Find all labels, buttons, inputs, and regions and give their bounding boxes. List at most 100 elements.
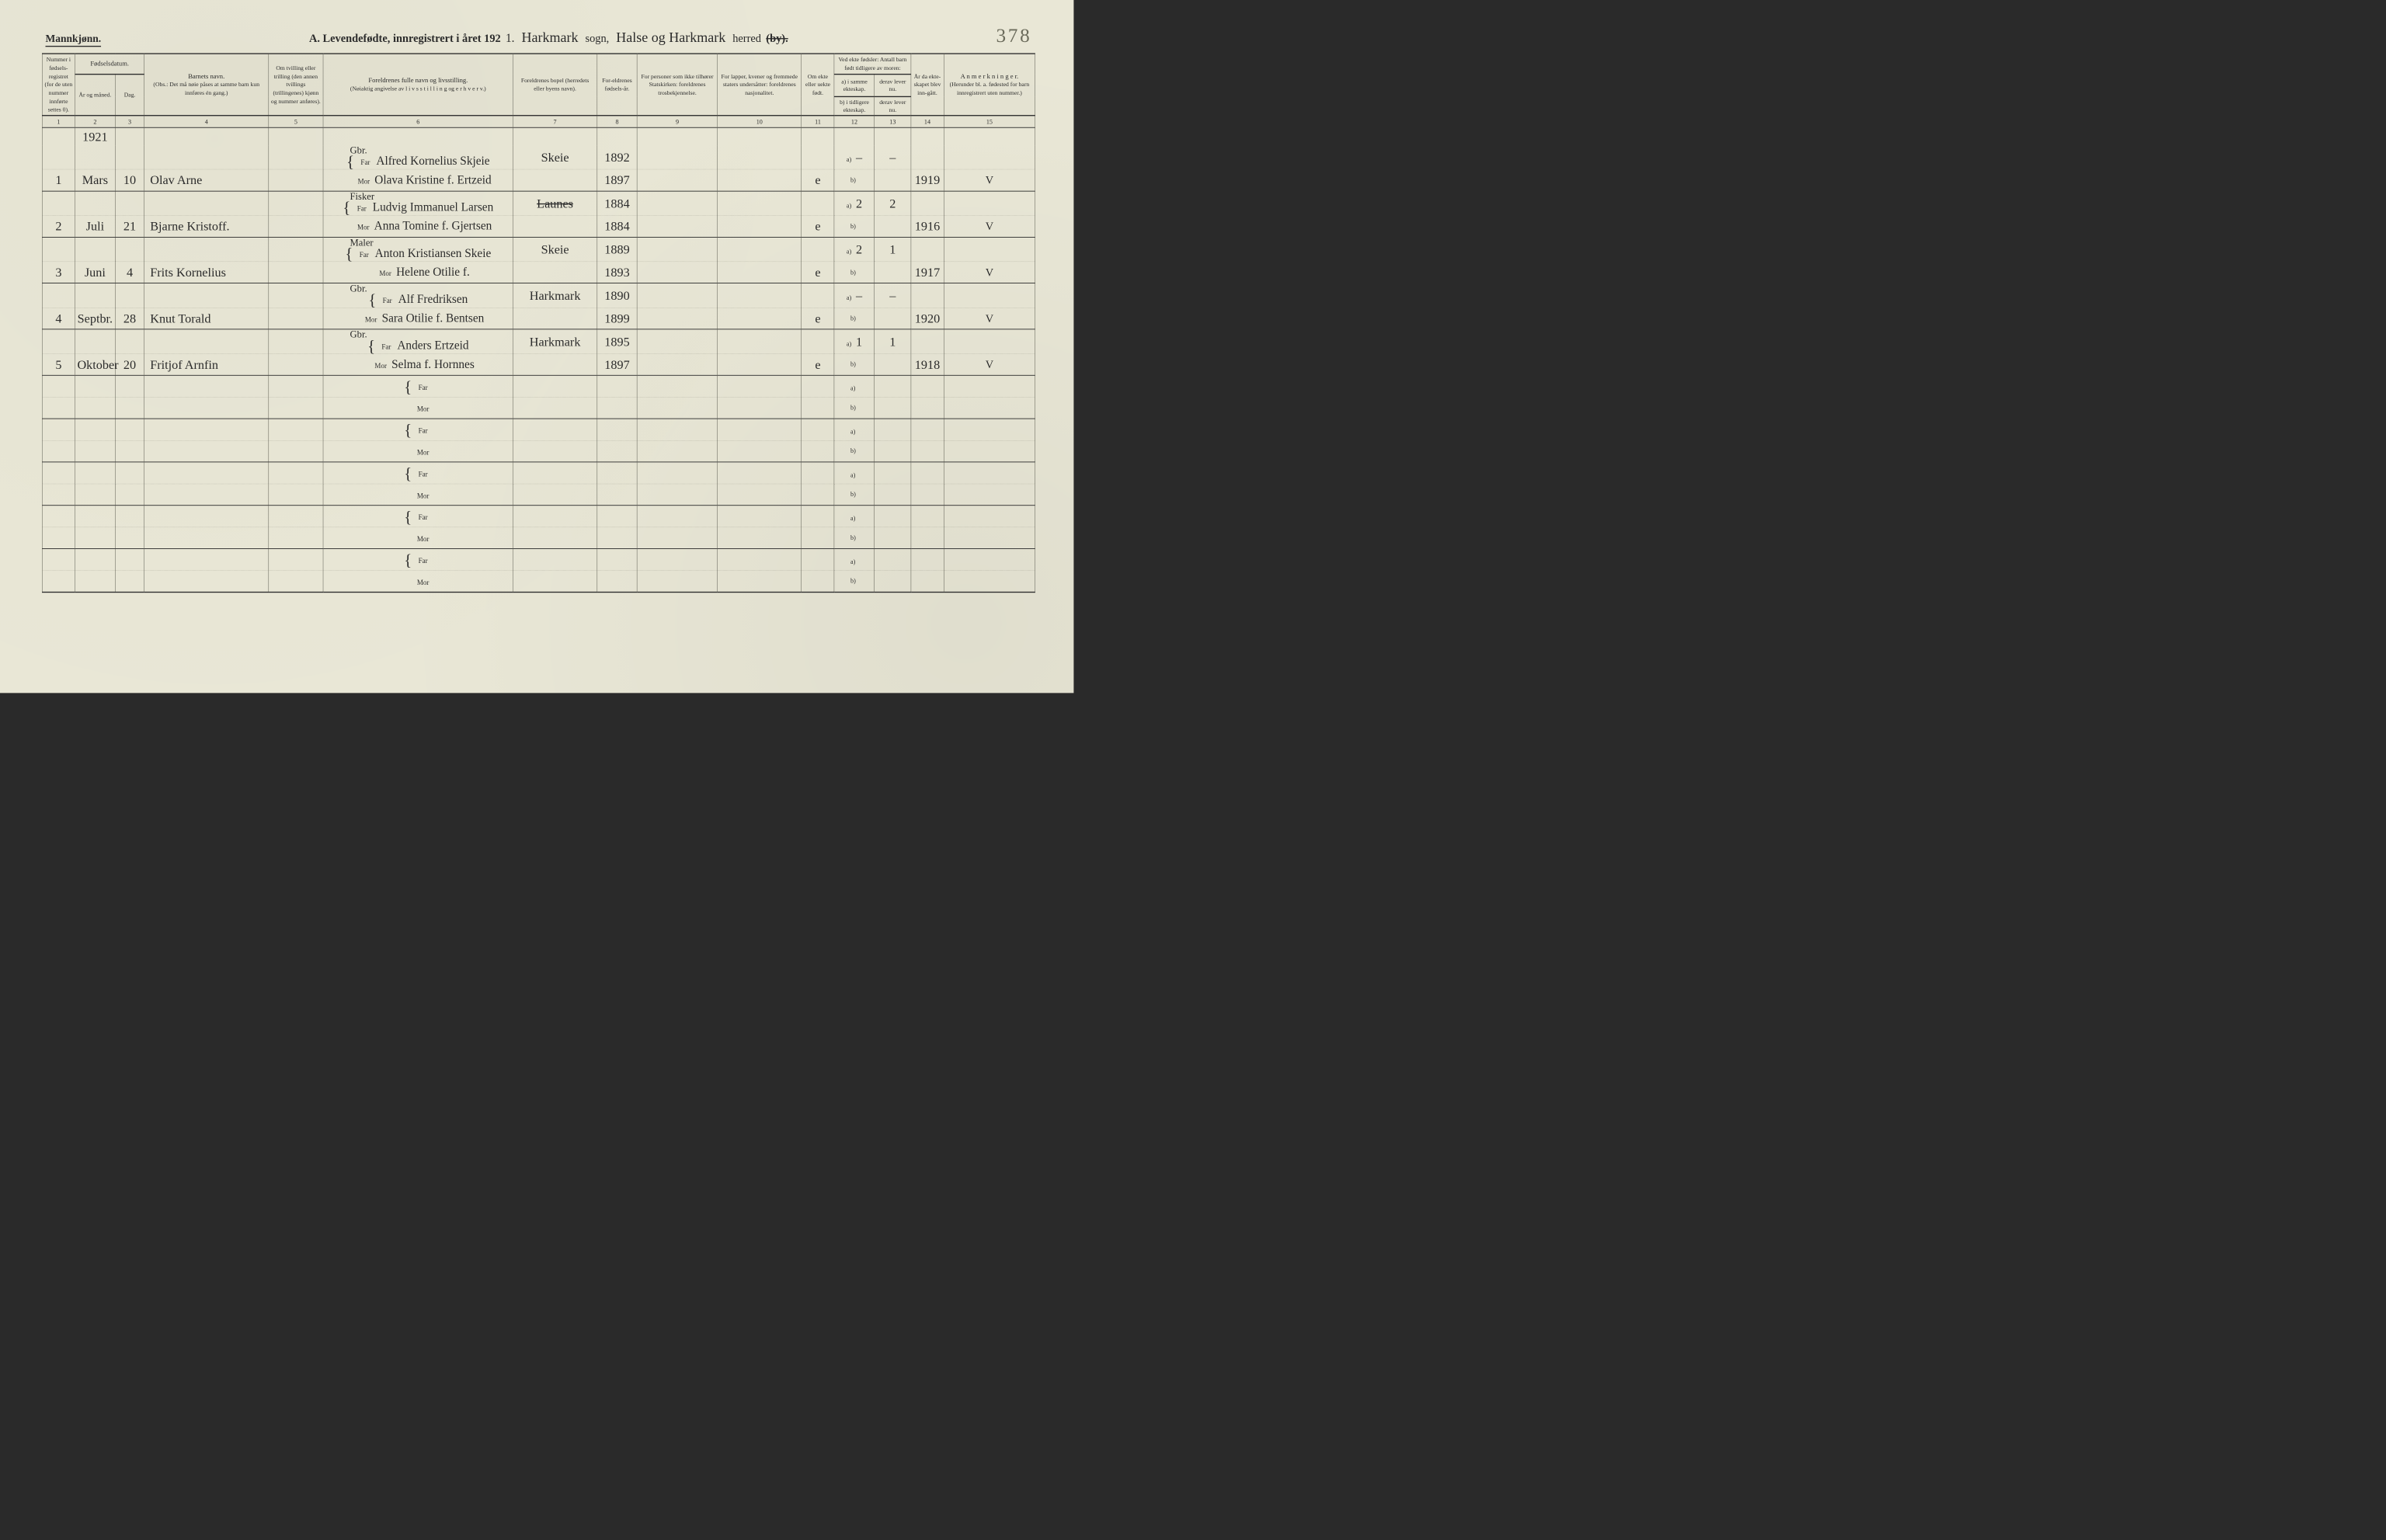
col-num: 6 — [323, 116, 513, 127]
prev-children-alive — [875, 215, 911, 237]
birth-month — [75, 570, 116, 592]
mother-birth-year — [597, 527, 638, 549]
table-row: Maler{Far Anton Kristiansen SkeieSkeie18… — [42, 237, 1035, 261]
table-row: 3Juni4Frits Kornelius{Mor Helene Otilie … — [42, 262, 1035, 283]
prev-children-a: a) — [834, 375, 875, 397]
legitimacy — [802, 397, 834, 419]
child-name — [144, 397, 269, 419]
col-num: 12 — [834, 116, 875, 127]
religion — [637, 570, 717, 592]
col-num: 8 — [597, 116, 638, 127]
col-num: 1 — [42, 116, 75, 127]
birth-month: Juni — [75, 262, 116, 283]
birth-month — [75, 440, 116, 462]
religion — [637, 237, 717, 261]
remarks — [944, 237, 1035, 261]
nationality — [718, 215, 802, 237]
col-header: For-eldrenes fødsels-år. — [597, 54, 638, 116]
remarks — [944, 527, 1035, 549]
col-num: 7 — [513, 116, 597, 127]
entry-number — [42, 549, 75, 571]
legitimacy — [802, 329, 834, 353]
birth-month — [75, 191, 116, 215]
prev-children-alive — [875, 549, 911, 571]
birth-month: Septbr. — [75, 308, 116, 329]
marriage-year — [911, 527, 944, 549]
remarks — [944, 375, 1035, 397]
mother-name: {Mor Anna Tomine f. Gjertsen — [323, 215, 513, 237]
father-name: {Far — [323, 419, 513, 440]
legitimacy — [802, 419, 834, 440]
twin-info — [269, 549, 324, 571]
birth-day — [115, 506, 144, 527]
twin-info — [269, 397, 324, 419]
residence — [513, 308, 597, 329]
child-name: Knut Torald — [144, 308, 269, 329]
prev-children-alive — [875, 397, 911, 419]
register-page: Mannkjønn. A. Levendefødte, innregistrer… — [0, 0, 1073, 693]
birth-month — [75, 145, 116, 169]
child-name — [144, 329, 269, 353]
remarks — [944, 419, 1035, 440]
remarks: V — [944, 215, 1035, 237]
marriage-year — [911, 397, 944, 419]
remarks — [944, 570, 1035, 592]
year-cell: 1921 — [75, 127, 116, 145]
prev-children-alive — [875, 308, 911, 329]
prev-children-alive — [875, 440, 911, 462]
marriage-year — [911, 484, 944, 506]
child-name: Fritjof Arnfin — [144, 353, 269, 375]
prev-children-alive — [875, 484, 911, 506]
legitimacy — [802, 462, 834, 484]
birth-day — [115, 237, 144, 261]
mother-name: {Mor — [323, 570, 513, 592]
entry-number — [42, 237, 75, 261]
legitimacy — [802, 375, 834, 397]
nationality — [718, 237, 802, 261]
mother-name: {Mor Olava Kristine f. Ertzeid — [323, 169, 513, 191]
marriage-year — [911, 570, 944, 592]
prev-children-a: a) — [834, 419, 875, 440]
cell — [944, 127, 1035, 145]
birth-day — [115, 283, 144, 308]
twin-info — [269, 570, 324, 592]
birth-day — [115, 462, 144, 484]
residence — [513, 462, 597, 484]
father-name: {Far — [323, 506, 513, 527]
prev-children-b: b) — [834, 527, 875, 549]
col-header: a) i samme ekteskap. — [834, 74, 875, 96]
col-header: År og måned. — [75, 74, 116, 115]
col-header: For lapper, kvener og fremmede staters u… — [718, 54, 802, 116]
father-name: Maler{Far Anton Kristiansen Skeie — [323, 237, 513, 261]
entry-number: 2 — [42, 215, 75, 237]
birth-month: Mars — [75, 169, 116, 191]
marriage-year: 1919 — [911, 169, 944, 191]
cell — [513, 127, 597, 145]
table-row: {Mor b) — [42, 527, 1035, 549]
col-num: 4 — [144, 116, 269, 127]
child-name: Frits Kornelius — [144, 262, 269, 283]
child-name — [144, 527, 269, 549]
remarks — [944, 484, 1035, 506]
col-num: 14 — [911, 116, 944, 127]
residence: Skeie — [513, 145, 597, 169]
cell — [875, 127, 911, 145]
entry-number — [42, 283, 75, 308]
birth-day — [115, 419, 144, 440]
remarks — [944, 397, 1035, 419]
prev-children-alive: 1 — [875, 237, 911, 261]
table-row: Gbr.{Far Anders ErtzeidHarkmark1895a) 11 — [42, 329, 1035, 353]
child-name — [144, 484, 269, 506]
residence — [513, 527, 597, 549]
legitimacy — [802, 527, 834, 549]
birth-month — [75, 397, 116, 419]
religion — [637, 283, 717, 308]
prev-children-alive — [875, 375, 911, 397]
prev-children-alive — [875, 527, 911, 549]
cell — [115, 127, 144, 145]
entry-number: 3 — [42, 262, 75, 283]
col-header: Om ekte eller uekte født. — [802, 54, 834, 116]
legitimacy: e — [802, 308, 834, 329]
table-row: Gbr.{Far Alfred Kornelius SkjeieSkeie189… — [42, 145, 1035, 169]
col-header: Nummer i fødsels-registret (for de uten … — [42, 54, 75, 116]
